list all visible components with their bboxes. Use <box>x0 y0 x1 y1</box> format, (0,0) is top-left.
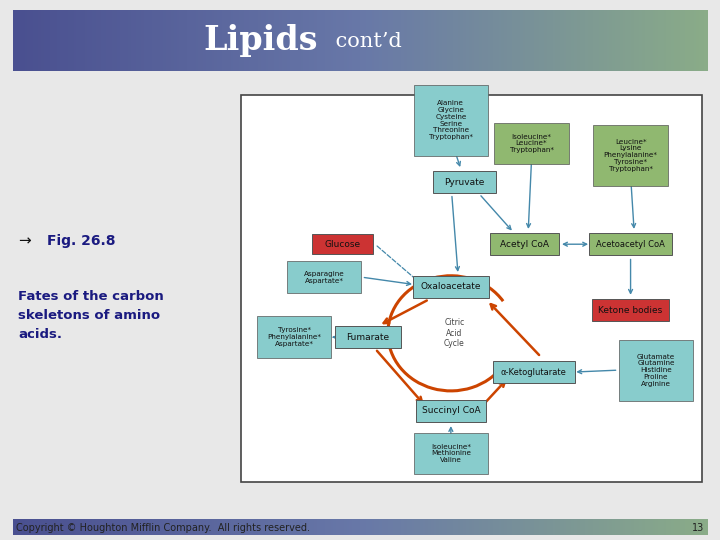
FancyBboxPatch shape <box>495 123 569 164</box>
Text: →: → <box>18 234 31 248</box>
Text: cont’d: cont’d <box>329 32 402 51</box>
Text: Pyruvate: Pyruvate <box>444 178 485 187</box>
FancyBboxPatch shape <box>336 326 400 348</box>
Text: 13: 13 <box>692 523 704 533</box>
Text: Acetoacetyl CoA: Acetoacetyl CoA <box>596 240 665 249</box>
Text: Citric
Acid
Cycle: Citric Acid Cycle <box>444 319 465 348</box>
Text: Acetyl CoA: Acetyl CoA <box>500 240 549 249</box>
FancyBboxPatch shape <box>492 361 575 383</box>
Text: Glutamate
Glutamine
Histidine
Proline
Arginine: Glutamate Glutamine Histidine Proline Ar… <box>636 354 675 387</box>
FancyBboxPatch shape <box>312 234 373 254</box>
Text: Fumarate: Fumarate <box>346 333 390 342</box>
FancyBboxPatch shape <box>589 233 672 255</box>
FancyBboxPatch shape <box>593 299 669 321</box>
FancyBboxPatch shape <box>490 233 559 255</box>
Text: Succinyl CoA: Succinyl CoA <box>421 406 480 415</box>
FancyBboxPatch shape <box>241 95 702 483</box>
Text: Leucine*
Lysine
Phenylalanine*
Tyrosine*
Tryptophan*: Leucine* Lysine Phenylalanine* Tyrosine*… <box>603 139 657 172</box>
Text: Tyrosine*
Phenylalanine*
Aspartate*: Tyrosine* Phenylalanine* Aspartate* <box>267 327 321 347</box>
FancyBboxPatch shape <box>433 171 496 193</box>
Text: Glucose: Glucose <box>325 240 361 249</box>
Text: Lipids: Lipids <box>204 24 318 57</box>
FancyBboxPatch shape <box>414 85 488 156</box>
Text: Fig. 26.8: Fig. 26.8 <box>47 234 115 248</box>
FancyBboxPatch shape <box>257 316 331 358</box>
Text: Alanine
Glycine
Cysteine
Serine
Threonine
Tryptophan*: Alanine Glycine Cysteine Serine Threonin… <box>429 100 473 140</box>
FancyBboxPatch shape <box>415 400 486 422</box>
Text: Asparagine
Aspartate*: Asparagine Aspartate* <box>304 271 344 284</box>
Text: Fates of the carbon
skeletons of amino
acids.: Fates of the carbon skeletons of amino a… <box>18 290 163 341</box>
Text: Isoleucine*
Leucine*
Tryptophan*: Isoleucine* Leucine* Tryptophan* <box>510 134 554 153</box>
Text: Oxaloacetate: Oxaloacetate <box>420 282 481 291</box>
FancyBboxPatch shape <box>413 276 489 298</box>
Text: Copyright © Houghton Mifflin Company.  All rights reserved.: Copyright © Houghton Mifflin Company. Al… <box>16 523 310 533</box>
FancyBboxPatch shape <box>593 125 667 186</box>
FancyBboxPatch shape <box>287 261 361 293</box>
FancyBboxPatch shape <box>414 433 488 474</box>
Text: Isoleucine*
Methionine
Valine: Isoleucine* Methionine Valine <box>431 444 471 463</box>
Text: Ketone bodies: Ketone bodies <box>598 306 662 315</box>
FancyBboxPatch shape <box>619 340 693 401</box>
Text: α-Ketoglutarate: α-Ketoglutarate <box>501 368 567 376</box>
